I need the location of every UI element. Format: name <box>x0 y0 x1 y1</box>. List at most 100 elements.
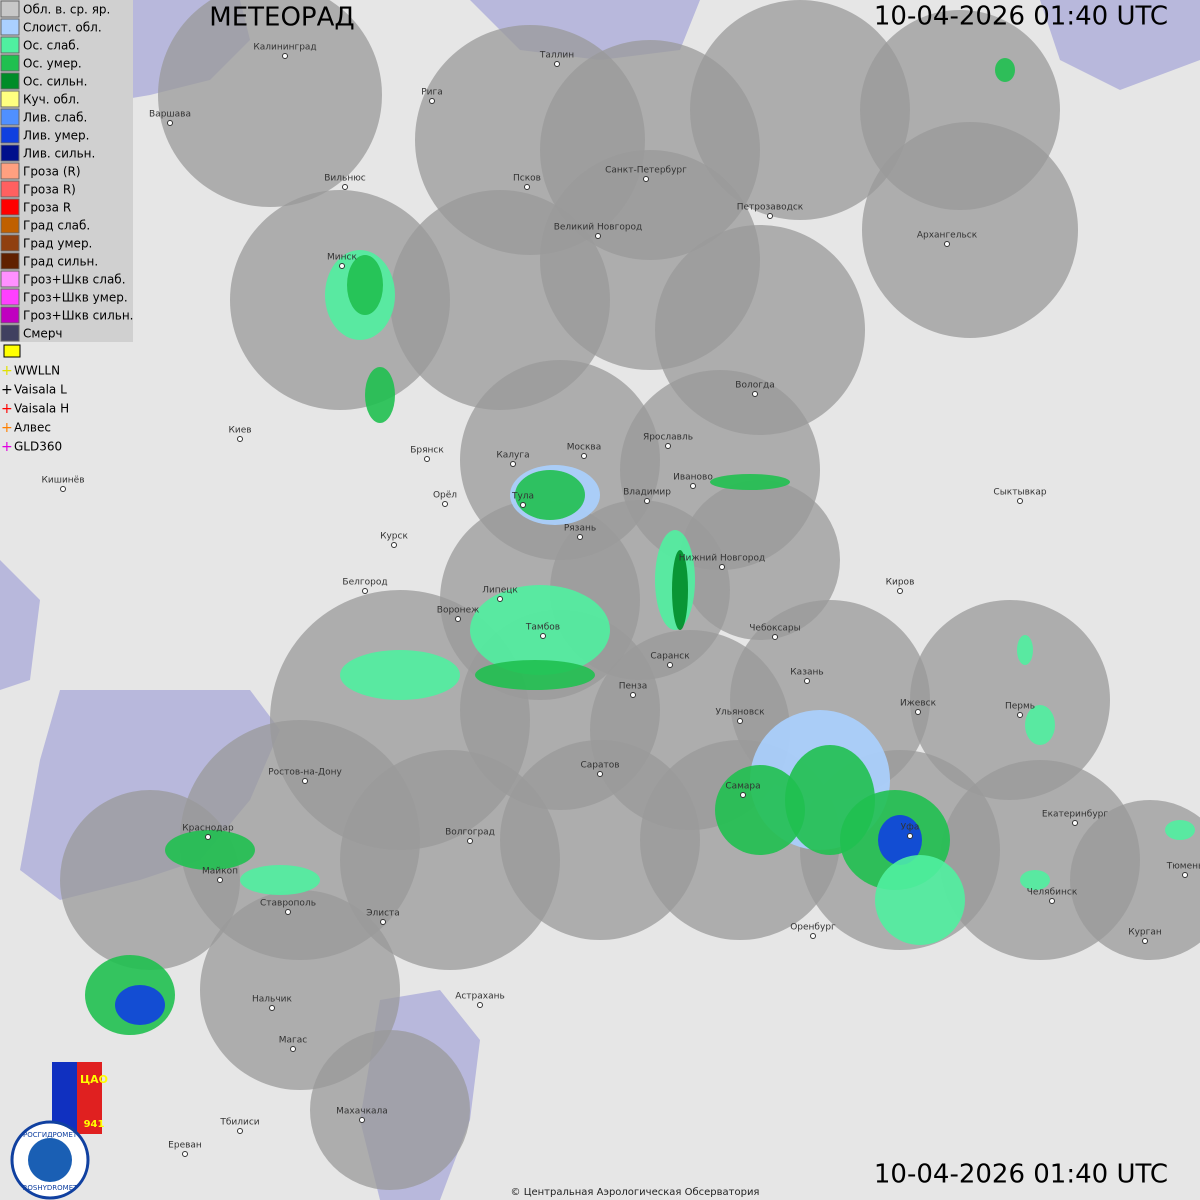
city-marker <box>554 61 560 67</box>
city-marker <box>740 792 746 798</box>
city-marker <box>810 933 816 939</box>
city-label: Варшава <box>149 110 191 120</box>
city-label: Пермь <box>1005 702 1035 712</box>
legend-label: Лив. слаб. <box>23 111 87 125</box>
city-label: Тула <box>511 492 534 502</box>
city-label: Москва <box>567 443 601 453</box>
logo-number: 941 <box>84 1119 105 1130</box>
city-label: Краснодар <box>182 824 234 834</box>
city-label: Саранск <box>650 652 690 662</box>
precip-area <box>470 585 610 675</box>
city-marker <box>237 436 243 442</box>
radar-circle <box>862 122 1078 338</box>
city-marker <box>520 502 526 508</box>
lightning-marker: + <box>1 439 13 455</box>
lightning-legend: + WWLLN+ Vaisala L+ Vaisala H+ Алвес+ GLD360 <box>1 363 69 455</box>
legend-label: Смерч <box>23 327 63 341</box>
legend-label: Гроза R <box>23 201 71 215</box>
legend-swatch <box>0 0 20 18</box>
city-marker <box>597 771 603 777</box>
city-label: Саратов <box>580 761 619 771</box>
legend-label: Гроза R) <box>23 183 76 197</box>
city-marker <box>1017 498 1023 504</box>
title: МЕТЕОРАД <box>209 3 354 33</box>
city-label: Петрозаводск <box>737 203 804 213</box>
city-marker <box>391 542 397 548</box>
precip-area <box>710 474 790 490</box>
city-label: Астрахань <box>455 992 505 1002</box>
legend-label: Гроз+Шкв умер. <box>23 291 128 305</box>
city-marker <box>665 443 671 449</box>
legend-swatch <box>0 198 20 216</box>
city-marker <box>577 534 583 540</box>
city-label: Ульяновск <box>715 708 765 718</box>
legend-swatch <box>0 252 20 270</box>
city-label: Калининград <box>253 43 316 53</box>
city-marker <box>719 564 725 570</box>
city-marker <box>205 834 211 840</box>
city-label: Сыктывкар <box>993 488 1046 498</box>
radar-circle <box>500 740 700 940</box>
city-marker <box>644 498 650 504</box>
city-marker <box>737 718 743 724</box>
city-label: Чебоксары <box>749 624 800 634</box>
precipitation <box>85 58 1195 1035</box>
city-label: Нальчик <box>252 995 293 1005</box>
city-marker <box>380 919 386 925</box>
city-marker <box>429 98 435 104</box>
city-label: Ставрополь <box>260 899 316 909</box>
city-label: Уфа <box>901 823 920 833</box>
legend-label: Гроз+Шкв слаб. <box>23 273 126 287</box>
city-marker <box>630 692 636 698</box>
city-marker <box>497 596 503 602</box>
city-label: Екатеринбург <box>1042 810 1108 820</box>
precip-area <box>475 660 595 690</box>
city-label: Владимир <box>623 488 671 498</box>
city-marker <box>362 588 368 594</box>
city-label: Вологда <box>735 381 774 391</box>
legend-swatch <box>0 36 20 54</box>
legend-label: Град слаб. <box>23 219 90 233</box>
legend-swatch <box>0 180 20 198</box>
lightning-label: WWLLN <box>14 364 60 378</box>
city-label: Киров <box>886 578 915 588</box>
precip-area <box>878 815 922 865</box>
radar-coverage <box>60 0 1200 1190</box>
radar-circle <box>910 600 1110 800</box>
precip-area <box>995 58 1015 82</box>
city-label: Пенза <box>619 682 648 692</box>
city-marker <box>767 213 773 219</box>
city-marker <box>1049 898 1055 904</box>
legend-swatch <box>0 108 20 126</box>
radar-circle <box>310 1030 470 1190</box>
city-marker <box>467 838 473 844</box>
legend-swatch <box>0 324 20 342</box>
legend-swatch <box>0 126 20 144</box>
radar-circle <box>340 750 560 970</box>
city-label: Калуга <box>496 451 529 461</box>
logo: ЦАО 941 РОСГИДРОМЕТ ROSHYDROMET <box>10 1062 108 1200</box>
city-label: Махачкала <box>336 1107 388 1117</box>
legend-label: Гроза (R) <box>23 165 81 179</box>
city-marker <box>944 241 950 247</box>
timestamp: 10-04-2026 01:40 UTC <box>874 1160 1168 1190</box>
legend-swatch <box>0 90 20 108</box>
legend-swatch <box>0 162 20 180</box>
city-marker <box>217 877 223 883</box>
legend-label: Обл. в. ср. яр. <box>23 3 110 17</box>
logo-name: ROSHYDROMET <box>23 1184 79 1192</box>
city-label: Санкт-Петербург <box>605 166 687 176</box>
logo-org: ЦАО <box>80 1073 108 1086</box>
city-label: Нижний Новгород <box>679 554 765 564</box>
city-label: Архангельск <box>917 231 978 241</box>
legend-label: Ос. умер. <box>23 57 82 71</box>
legend-label: Куч. обл. <box>23 93 80 107</box>
city-label: Майкоп <box>202 867 238 877</box>
city-marker <box>804 678 810 684</box>
city-marker <box>897 588 903 594</box>
precip-area <box>1017 635 1033 665</box>
precip-area <box>347 255 383 315</box>
city-label: Киев <box>228 426 251 436</box>
city-label: Казань <box>790 668 823 678</box>
